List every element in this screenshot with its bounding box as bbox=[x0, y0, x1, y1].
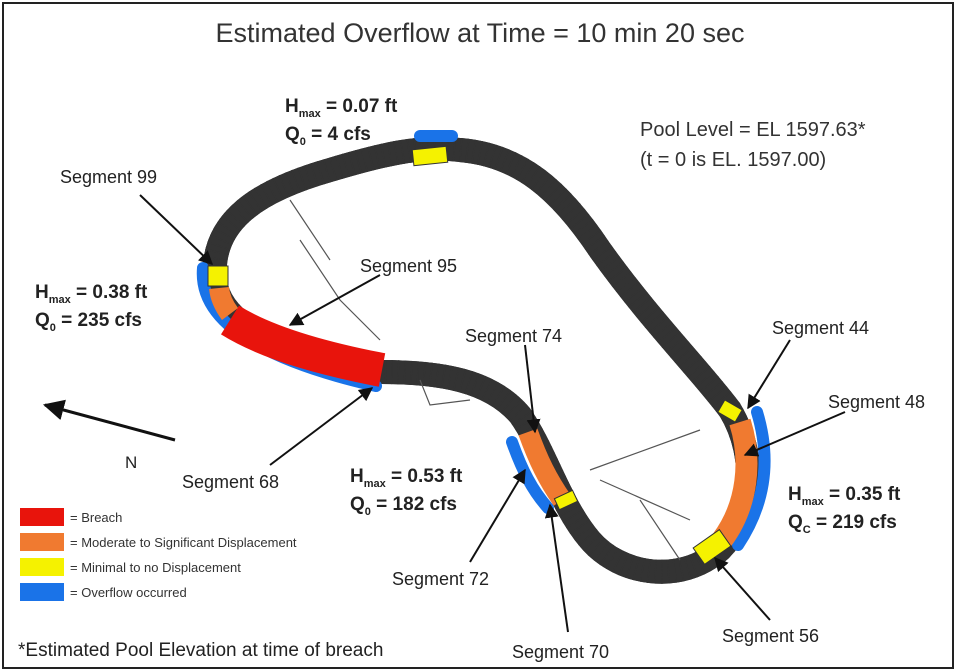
segment-labels: Segment 99 Segment 95 Segment 74 Segment… bbox=[60, 167, 925, 662]
segment-label: Segment 72 bbox=[392, 569, 489, 589]
title: Estimated Overflow at Time = 10 min 20 s… bbox=[216, 18, 745, 48]
legend-label: = Overflow occurred bbox=[70, 585, 187, 600]
segment-label: Segment 74 bbox=[465, 326, 562, 346]
segment-label: Segment 99 bbox=[60, 167, 157, 187]
legend-swatch bbox=[20, 558, 64, 576]
q-flow: Q0 = 235 cfs bbox=[35, 310, 142, 334]
annotations: Hmax = 0.07 ft Q0 = 4 cfs Hmax = 0.38 ft… bbox=[35, 96, 901, 536]
legend-swatch bbox=[20, 533, 64, 551]
legend-label: = Minimal to no Displacement bbox=[70, 560, 241, 575]
legend: = Breach = Moderate to Significant Displ… bbox=[20, 508, 297, 601]
q-flow: Q0 = 4 cfs bbox=[285, 124, 371, 148]
legend-swatch bbox=[20, 583, 64, 601]
north-label: N bbox=[125, 453, 137, 472]
q-flow: QC = 219 cfs bbox=[788, 512, 897, 536]
segment-label: Segment 95 bbox=[360, 256, 457, 276]
legend-swatch bbox=[20, 508, 64, 526]
segment-label: Segment 44 bbox=[772, 318, 869, 338]
pointers bbox=[139, 194, 846, 633]
legend-label: = Moderate to Significant Displacement bbox=[70, 535, 297, 550]
h-max: Hmax = 0.07 ft bbox=[285, 96, 398, 120]
north-arrow bbox=[42, 399, 176, 442]
h-max: Hmax = 0.53 ft bbox=[350, 466, 463, 490]
minimal-zones bbox=[207, 145, 743, 566]
segment-label: Segment 70 bbox=[512, 642, 609, 662]
q-flow: Q0 = 182 cfs bbox=[350, 494, 457, 518]
displacement-zones bbox=[209, 286, 758, 547]
pool-level-note: (t = 0 is EL. 1597.00) bbox=[640, 149, 826, 171]
segment-label: Segment 68 bbox=[182, 472, 279, 492]
footnote: *Estimated Pool Elevation at time of bre… bbox=[18, 640, 383, 661]
segment-label: Segment 56 bbox=[722, 626, 819, 646]
h-max: Hmax = 0.38 ft bbox=[35, 282, 148, 306]
h-max: Hmax = 0.35 ft bbox=[788, 484, 901, 508]
legend-label: = Breach bbox=[70, 510, 122, 525]
segment-label: Segment 48 bbox=[828, 392, 925, 412]
breach-zone bbox=[220, 305, 386, 387]
pool-level: Pool Level = EL 1597.63* bbox=[640, 119, 866, 141]
